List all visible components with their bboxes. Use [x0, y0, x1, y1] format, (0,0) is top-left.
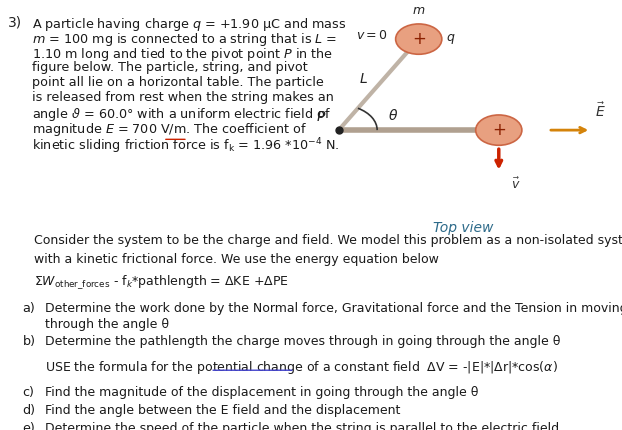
Text: $v = 0$: $v = 0$ [356, 28, 388, 42]
Circle shape [396, 24, 442, 54]
Text: 1.10 m long and tied to the pivot point $P$ in the: 1.10 m long and tied to the pivot point … [32, 46, 333, 63]
Text: $\vec{v}$: $\vec{v}$ [511, 177, 521, 192]
Text: $\theta$: $\theta$ [388, 108, 398, 123]
Text: figure below. The particle, string, and pivot: figure below. The particle, string, and … [32, 61, 308, 74]
Text: kinetic sliding friction force is f$_\mathregular{k}$ = 1.96 *10$^{-4}$ N.: kinetic sliding friction force is f$_\ma… [32, 136, 340, 156]
Text: Determine the speed of the particle when the string is parallel to the electric : Determine the speed of the particle when… [45, 422, 563, 430]
Text: d): d) [22, 404, 35, 417]
Text: magnitude $E$ = 700 V/m. The coefficient of: magnitude $E$ = 700 V/m. The coefficient… [32, 121, 307, 138]
Text: point all lie on a horizontal table. The particle: point all lie on a horizontal table. The… [32, 76, 324, 89]
Text: with a kinetic frictional force. We use the energy equation below: with a kinetic frictional force. We use … [34, 253, 439, 266]
Text: angle $\vartheta$ = 60.0° with a uniform electric field of: angle $\vartheta$ = 60.0° with a uniform… [32, 106, 331, 123]
Text: 3): 3) [7, 16, 22, 30]
Text: A particle having charge $q$ = +1.90 μC and mass: A particle having charge $q$ = +1.90 μC … [32, 16, 346, 33]
Text: $q$: $q$ [447, 32, 456, 46]
Text: $\Sigma W_{\mathrm{other\_forces}}$ - f$_k$*pathlength = $\Delta$KE +$\Delta$PE: $\Sigma W_{\mathrm{other\_forces}}$ - f$… [34, 273, 289, 291]
Text: Find the angle between the E field and the displacement: Find the angle between the E field and t… [45, 404, 400, 417]
Text: c): c) [22, 386, 34, 399]
Text: $P$: $P$ [316, 110, 327, 124]
Text: USE the formula for the potential change of a constant field  $\Delta$V = -|E|*|: USE the formula for the potential change… [45, 359, 558, 376]
Text: $m$: $m$ [412, 4, 425, 17]
Text: $m$ = 100 mg is connected to a string that is $L$ =: $m$ = 100 mg is connected to a string th… [32, 31, 338, 48]
Text: Consider the system to be the charge and field. We model this problem as a non-i: Consider the system to be the charge and… [34, 234, 622, 247]
Text: $+$: $+$ [412, 30, 426, 48]
Text: $\vec{E}$: $\vec{E}$ [595, 101, 606, 120]
Text: is released from rest when the string makes an: is released from rest when the string ma… [32, 91, 334, 104]
Text: Top view: Top view [433, 221, 494, 235]
Text: e): e) [22, 422, 35, 430]
Text: through the angle θ: through the angle θ [45, 318, 169, 331]
Text: $+$: $+$ [492, 121, 506, 139]
Circle shape [476, 115, 522, 145]
Text: Find the magnitude of the displacement in going through the angle θ: Find the magnitude of the displacement i… [45, 386, 478, 399]
Text: b): b) [22, 335, 35, 348]
Text: a): a) [22, 302, 35, 315]
Text: Determine the work done by the Normal force, Gravitational force and the Tension: Determine the work done by the Normal fo… [45, 302, 622, 315]
Text: $L$: $L$ [359, 71, 368, 86]
Text: Determine the pathlength the charge moves through in going through the angle θ: Determine the pathlength the charge move… [45, 335, 560, 348]
